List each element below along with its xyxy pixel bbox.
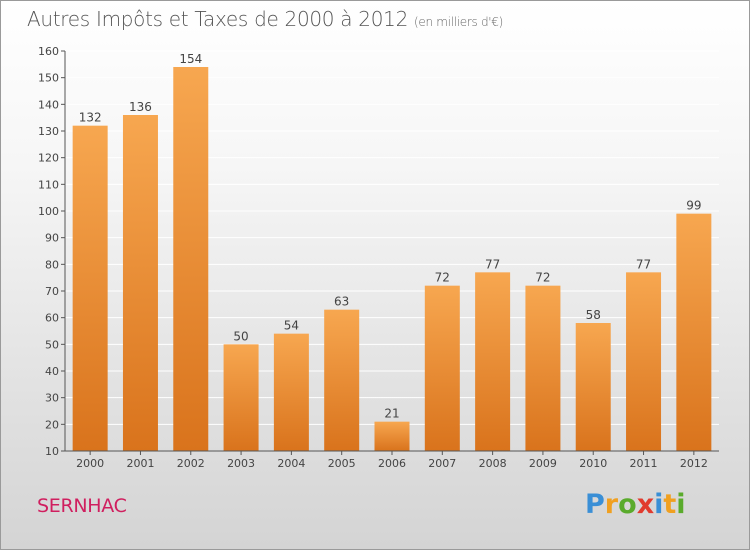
y-tick-label: 60 [45, 312, 59, 325]
logo-letter: P [585, 489, 605, 520]
bar [324, 309, 360, 451]
y-tick-label: 150 [38, 72, 59, 85]
bar [525, 285, 561, 451]
bar-value-label: 136 [129, 100, 152, 114]
x-tick-label: 2003 [227, 457, 255, 470]
commune-name: SERNHAC [37, 495, 127, 517]
axes: 10 20 30 40 50 60 70 80 90 100 110 120 130 140 150 160 2… [38, 45, 719, 470]
bar [424, 285, 460, 451]
x-tick-label: 2001 [126, 457, 154, 470]
y-tick-label: 120 [38, 152, 59, 165]
bar [173, 67, 209, 451]
bar [72, 125, 108, 452]
y-tick-label: 10 [45, 445, 59, 458]
bar-value-label: 132 [79, 111, 102, 125]
y-tick-label: 30 [45, 392, 59, 405]
bar [273, 333, 309, 451]
y-tick-label: 40 [45, 365, 59, 378]
proxiti-logo: Proxiti [585, 489, 686, 520]
bar [223, 344, 259, 451]
x-tick-label: 2008 [479, 457, 507, 470]
bar-value-label: 72 [535, 271, 550, 285]
y-tick-label: 160 [38, 45, 59, 58]
bar [475, 272, 511, 451]
x-tick-label: 2007 [428, 457, 456, 470]
x-tick-label: 2006 [378, 457, 406, 470]
bar-value-label: 58 [586, 308, 601, 322]
bars: 132 136 154 50 54 63 21 72 77 72 58 77 99 [72, 52, 712, 452]
bar-value-label: 99 [686, 199, 701, 213]
chart-title: Autres Impôts et Taxes de 2000 à 2012 (en… [27, 7, 503, 31]
bar [122, 115, 158, 451]
logo-letter: x [636, 489, 655, 520]
y-tick-label: 70 [45, 285, 59, 298]
logo-letter: o [618, 489, 637, 520]
x-tick-label: 2005 [328, 457, 356, 470]
bar-value-label: 72 [435, 271, 450, 285]
bar-value-label: 21 [384, 407, 399, 421]
y-tick-label: 90 [45, 232, 59, 245]
y-tick-label: 130 [38, 125, 59, 138]
y-tick-label: 100 [38, 205, 59, 218]
y-tick-label: 140 [38, 98, 59, 111]
x-tick-label: 2002 [177, 457, 205, 470]
bar-value-label: 54 [284, 319, 299, 333]
grid-lines [65, 50, 719, 452]
x-tick-label: 2012 [680, 457, 708, 470]
y-tick-label: 20 [45, 418, 59, 431]
logo-letter: i [654, 489, 664, 520]
x-tick-label: 2000 [76, 457, 104, 470]
x-tick-label: 2009 [529, 457, 557, 470]
logo-letter: r [604, 489, 619, 520]
x-tick-label: 2011 [630, 457, 658, 470]
chart-subtitle: (en milliers d'€) [414, 15, 504, 29]
bar [575, 323, 611, 451]
y-tick-label: 110 [38, 178, 59, 191]
bar [626, 272, 662, 451]
bar-value-label: 63 [334, 295, 349, 309]
y-tick-label: 50 [45, 338, 59, 351]
bar-value-label: 77 [485, 257, 500, 271]
chart-title-text: Autres Impôts et Taxes de 2000 à 2012 [27, 7, 408, 31]
logo-letter: i [676, 489, 686, 520]
bar-value-label: 50 [233, 329, 248, 343]
y-tick-label: 80 [45, 258, 59, 271]
x-tick-label: 2004 [277, 457, 305, 470]
bar [374, 421, 410, 451]
logo-letter: t [663, 489, 677, 520]
bar-value-label: 77 [636, 257, 651, 271]
bar-value-label: 154 [179, 52, 202, 66]
bar [676, 213, 712, 451]
x-tick-label: 2010 [579, 457, 607, 470]
